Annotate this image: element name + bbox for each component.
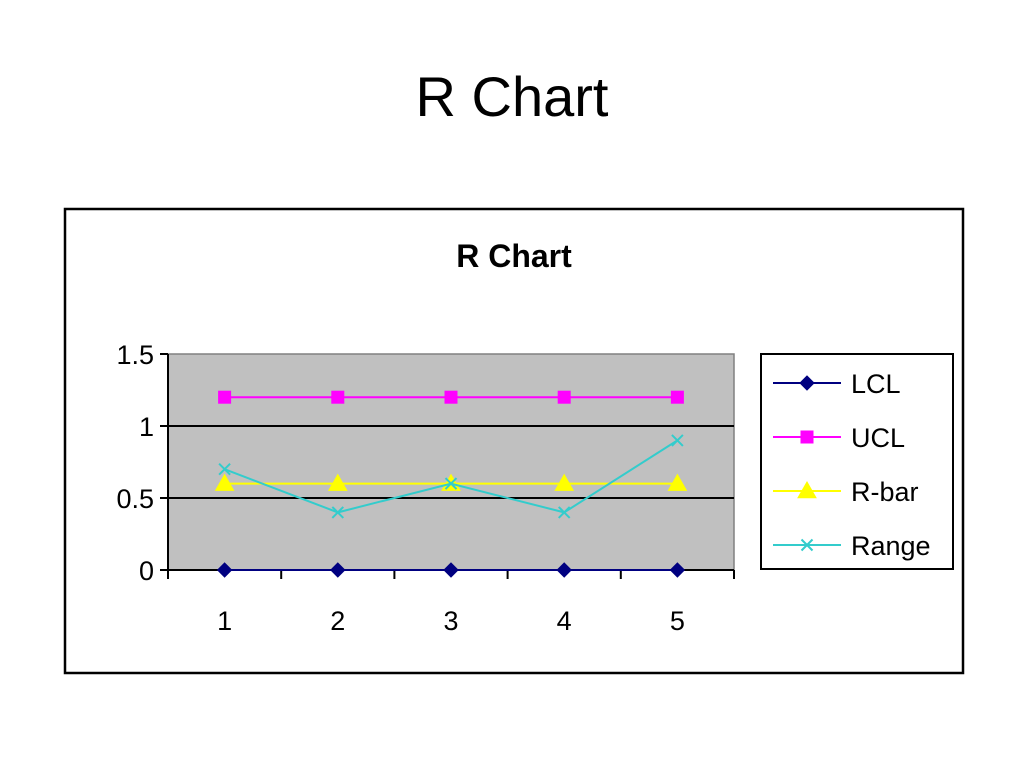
- x-tick-label: 3: [443, 606, 458, 636]
- legend-item-range: Range: [773, 531, 931, 561]
- legend-marker: [797, 480, 817, 499]
- y-tick-label: 0.5: [116, 484, 154, 514]
- point-range: [557, 506, 571, 519]
- legend-item-lcl: LCL: [773, 369, 901, 399]
- legend-label: UCL: [851, 423, 905, 453]
- point-range: [218, 462, 231, 476]
- point-range: [331, 506, 345, 519]
- point-range: [444, 477, 458, 490]
- point-lcl: [556, 562, 572, 578]
- point-r-bar: [327, 473, 348, 491]
- legend-marker: [800, 430, 814, 444]
- point-ucl: [557, 390, 571, 404]
- point-ucl: [670, 390, 684, 404]
- legend-item-r-bar: R-bar: [773, 477, 919, 507]
- y-tick-label: 1: [139, 412, 154, 442]
- point-r-bar: [554, 473, 575, 491]
- chart-title: R Chart: [456, 238, 572, 274]
- legend-box: [760, 353, 954, 570]
- legend-label: Range: [851, 531, 931, 561]
- series-lines: [214, 390, 688, 578]
- legend-label: R-bar: [851, 477, 919, 507]
- point-lcl: [330, 562, 346, 578]
- point-lcl: [216, 562, 233, 578]
- legend-marker: [799, 375, 815, 391]
- x-tick-label: 4: [557, 606, 572, 636]
- legend: LCL UCL R-bar Range: [760, 353, 954, 570]
- series-ucl: [218, 390, 684, 404]
- point-lcl: [443, 562, 459, 578]
- series-lcl: [216, 562, 686, 578]
- legend-item-ucl: UCL: [773, 423, 905, 453]
- point-ucl: [331, 390, 345, 404]
- point-ucl: [218, 390, 232, 404]
- point-r-bar: [214, 473, 235, 491]
- series-range: [218, 434, 684, 519]
- gridlines: [168, 425, 734, 499]
- point-range: [671, 434, 684, 447]
- slide-title: R Chart: [415, 65, 609, 128]
- y-tick-label: 0: [139, 556, 154, 586]
- x-tick-label: 1: [217, 606, 232, 636]
- legend-label: LCL: [851, 369, 901, 399]
- x-tick-label: 5: [670, 606, 685, 636]
- point-ucl: [444, 390, 458, 404]
- point-r-bar: [667, 473, 688, 491]
- x-tick-label: 2: [330, 606, 345, 636]
- point-lcl: [669, 562, 686, 578]
- legend-marker: [800, 538, 814, 552]
- y-tick-label: 1.5: [116, 340, 154, 370]
- plot-area: [167, 353, 735, 571]
